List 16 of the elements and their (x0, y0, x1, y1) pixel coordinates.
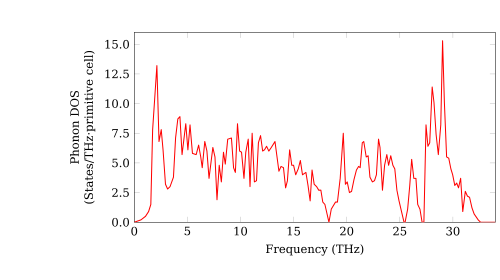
x-tick-label: 0 (131, 226, 138, 236)
x-tick-label: 10 (234, 226, 248, 236)
y-tick-label: 12.5 (105, 70, 129, 78)
x-axis-title: Frequency (THz) (266, 244, 364, 256)
x-tick-label: 20 (340, 226, 354, 236)
x-tick-label: 15 (288, 226, 300, 236)
y-tick-label: 2.5 (112, 188, 129, 198)
y-tick-label: 7.5 (112, 129, 129, 138)
y-tick-label: 5.0 (112, 158, 129, 168)
x-tick-label: 25 (393, 226, 406, 236)
y-tick-label: 15.0 (105, 40, 129, 49)
x-tick-label: 30 (446, 226, 460, 236)
y-tick-label: 0.0 (112, 218, 129, 227)
y-tick-label: 10.0 (105, 99, 129, 108)
y-axis-title: Phonon DOS (States/THz·primitive cell) (70, 51, 96, 204)
x-tick-label: 5 (184, 226, 190, 236)
